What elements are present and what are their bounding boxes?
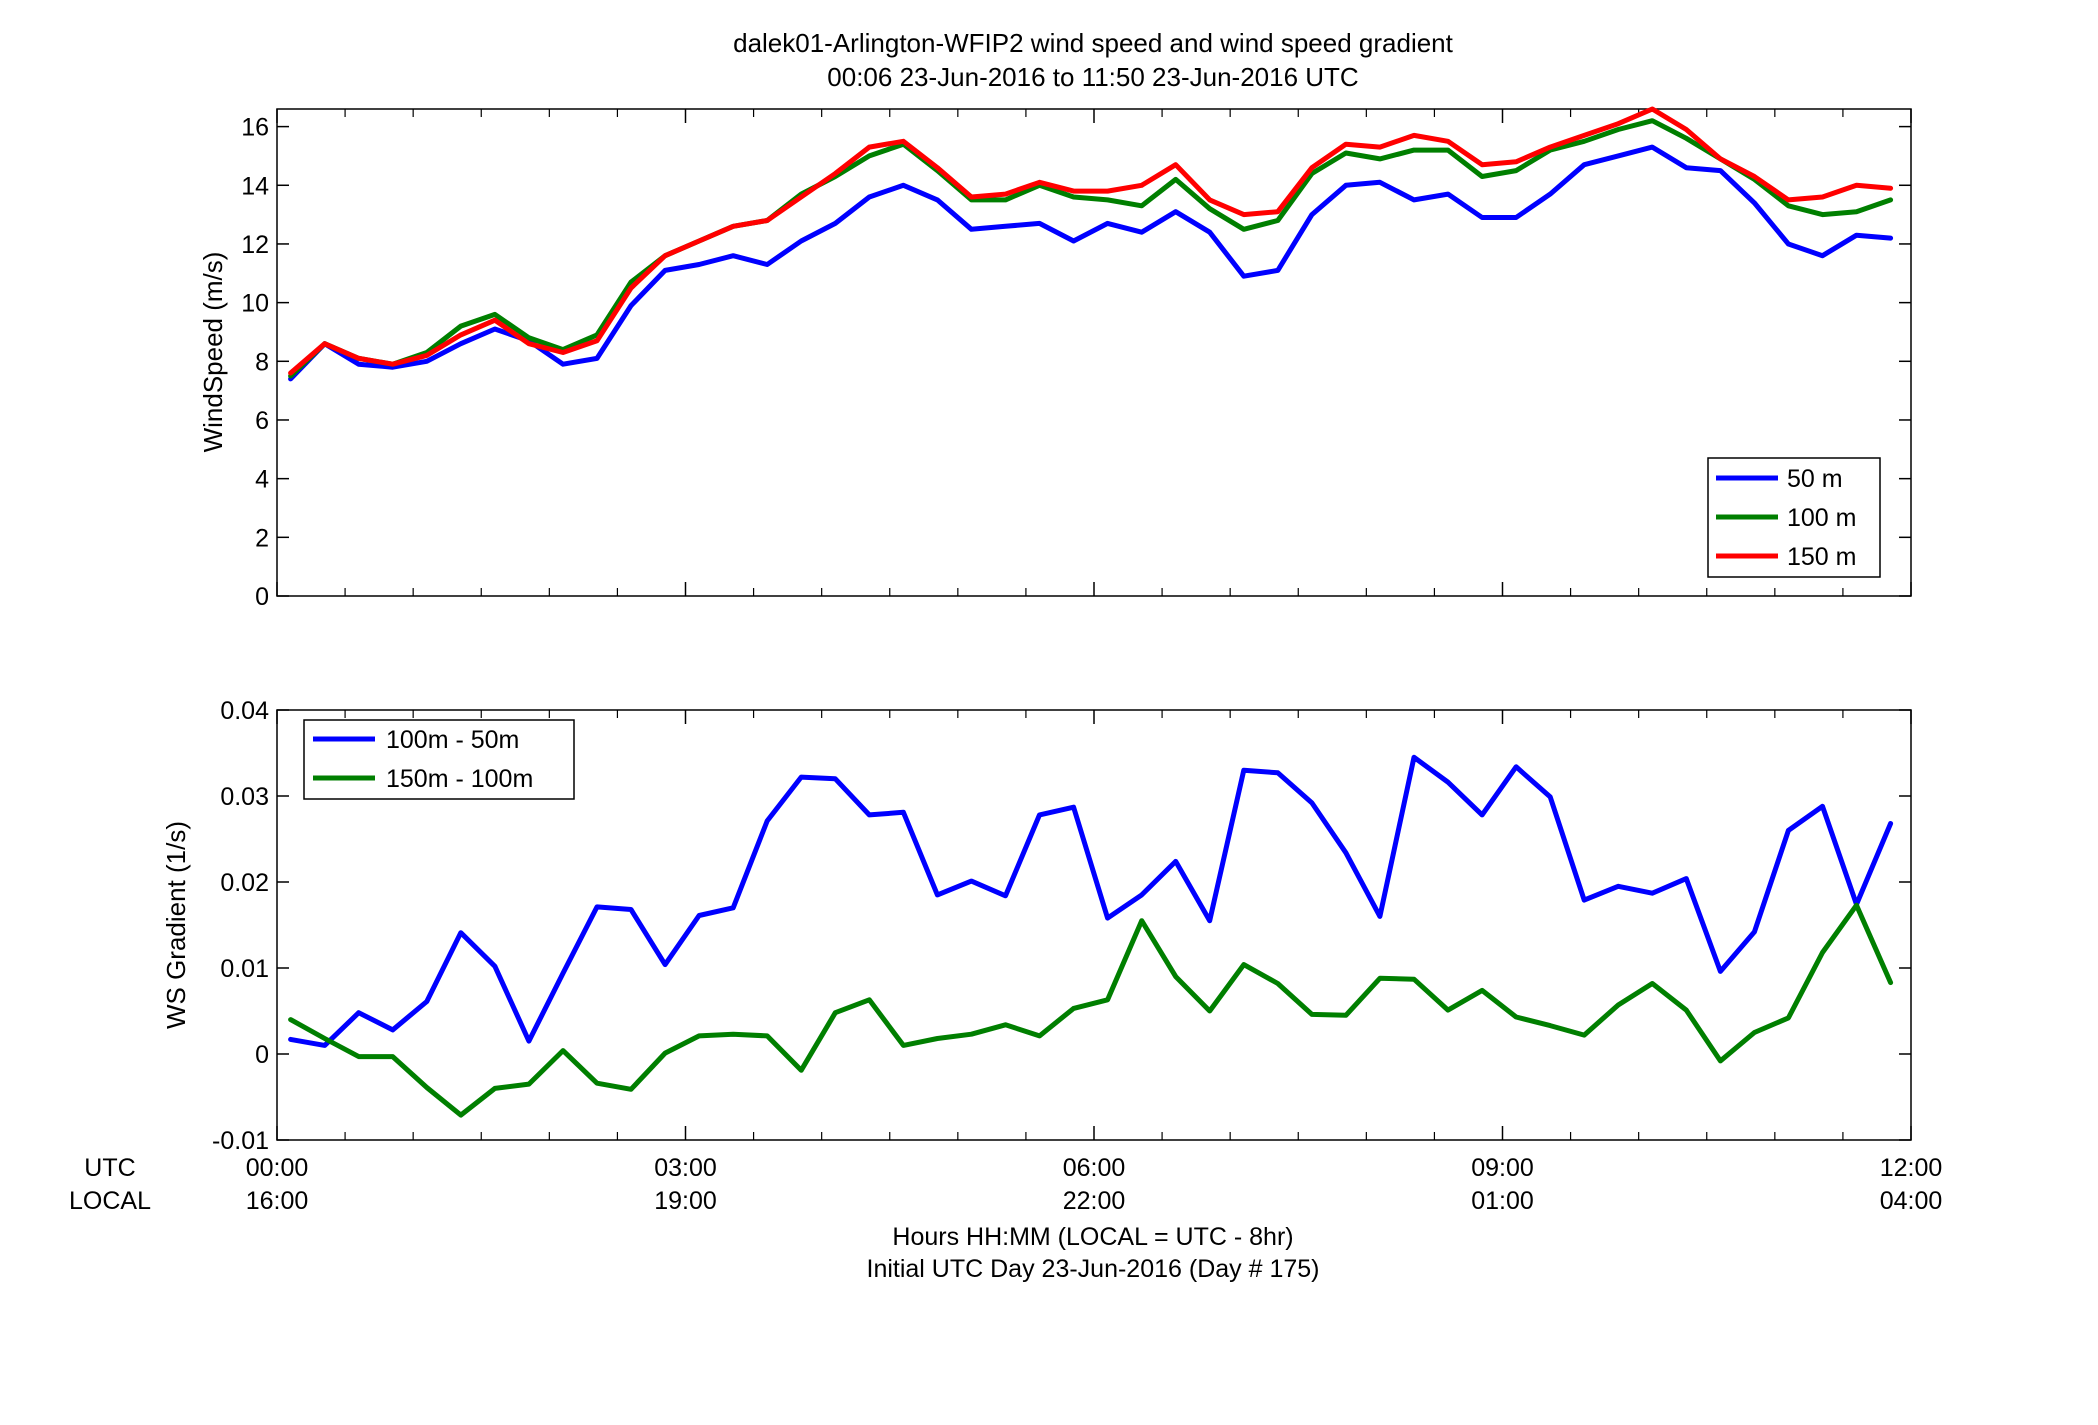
legend-label-150m: 150 m [1787, 543, 1856, 571]
gradient-panel: -0.01 0 0.01 0.02 0.03 0.04 WS Gradient (1/s)… [161, 697, 1912, 1155]
chart-title-line1: dalek01-Arlington-WFIP2 wind speed and w… [733, 28, 1454, 58]
gradient-y-tick-label: 0.02 [220, 869, 269, 897]
windspeed-legend: 50 m 100 m 150 m [1707, 457, 1881, 578]
gradient-y-axis-label: WS Gradient (1/s) [161, 821, 191, 1029]
windspeed-y-tick-label: 4 [255, 466, 269, 494]
x-tick-label-utc: 03:00 [654, 1154, 717, 1182]
gradient-y-tick-label: -0.01 [212, 1127, 269, 1155]
local-row-label: LOCAL [69, 1187, 151, 1215]
x-tick-label-utc: 00:00 [246, 1154, 309, 1182]
windspeed-series-line-50-m [288, 144, 1894, 382]
x-tick-label-utc: 06:00 [1063, 1154, 1126, 1182]
windspeed-series [288, 106, 1894, 382]
gradient-y-tick-label: 0.03 [220, 783, 269, 811]
chart-title-line2: 00:06 23-Jun-2016 to 11:50 23-Jun-2016 U… [827, 62, 1358, 92]
x-tick-label-utc: 09:00 [1471, 1154, 1534, 1182]
utc-row-label: UTC [84, 1154, 135, 1182]
windspeed-y-tick-label: 8 [255, 348, 269, 376]
legend-label-100m-50m: 100m - 50m [386, 726, 519, 754]
windspeed-series-line-100-m [288, 118, 1894, 379]
x-tick-label-local: 04:00 [1880, 1187, 1943, 1215]
x-tick-label-utc: 12:00 [1880, 1154, 1943, 1182]
gradient-axis-ticks: -0.01 0 0.01 0.02 0.03 0.04 [212, 697, 1912, 1155]
windspeed-y-tick-label: 0 [255, 583, 269, 611]
x-tick-label-local: 01:00 [1471, 1187, 1534, 1215]
windspeed-axis-ticks: 0 2 4 6 8 10 12 14 16 [241, 109, 1912, 611]
windspeed-y-tick-label: 12 [241, 231, 269, 259]
legend-label-150m-100m: 150m - 100m [386, 765, 533, 793]
gradient-legend-box [303, 719, 575, 800]
legend-label-100m: 100 m [1787, 504, 1856, 532]
x-tick-label-local: 22:00 [1063, 1187, 1126, 1215]
x-tick-label-local: 16:00 [246, 1187, 309, 1215]
x-axis-label-line2: Initial UTC Day 23-Jun-2016 (Day # 175) [867, 1255, 1320, 1283]
x-axis-tick-labels: 00:00 16:00 03:00 19:00 06:00 22:00 09:00 01:00… [246, 1154, 1943, 1215]
x-axis-label-line1: Hours HH:MM (LOCAL = UTC - 8hr) [892, 1223, 1293, 1251]
gradient-y-tick-label: 0 [255, 1041, 269, 1069]
windspeed-panel: 0 2 4 6 8 10 12 14 16 WindSpeed (m/s) 50 m 100 m… [198, 106, 1912, 611]
legend-label-50m: 50 m [1787, 465, 1843, 493]
windspeed-y-tick-label: 6 [255, 407, 269, 435]
gradient-series-line-100m-50m [288, 754, 1894, 1048]
windspeed-y-tick-label: 14 [241, 172, 269, 200]
windspeed-y-tick-label: 10 [241, 290, 269, 318]
windspeed-plot-area [276, 108, 1912, 597]
windspeed-y-tick-label: 16 [241, 114, 269, 142]
gradient-series [288, 754, 1894, 1118]
gradient-y-tick-label: 0.04 [220, 697, 269, 725]
windspeed-y-tick-label: 2 [255, 524, 269, 552]
gradient-y-tick-label: 0.01 [220, 955, 269, 983]
x-tick-label-local: 19:00 [654, 1187, 717, 1215]
windspeed-y-axis-label: WindSpeed (m/s) [198, 252, 228, 453]
gradient-legend: 100m - 50m 150m - 100m [303, 719, 575, 800]
gradient-series-line-150m-100m [288, 902, 1894, 1118]
windspeed-series-line-150-m [288, 106, 1894, 376]
